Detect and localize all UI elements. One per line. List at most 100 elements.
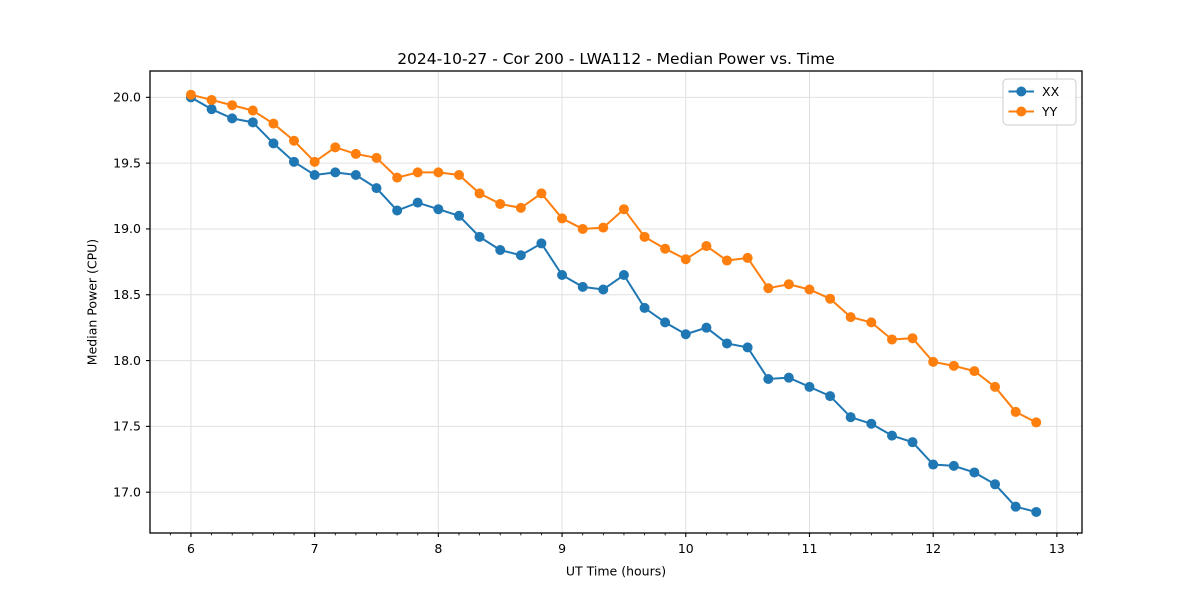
data-point-xx [969, 467, 980, 478]
data-point-yy [1031, 417, 1042, 428]
data-point-yy [309, 156, 320, 167]
data-point-xx [433, 204, 444, 215]
y-tick-label: 18.5 [113, 287, 141, 302]
legend-marker-yy [1016, 106, 1027, 117]
data-point-xx [412, 197, 423, 208]
x-tick-label: 6 [187, 541, 195, 556]
legend-label-yy: YY [1041, 104, 1058, 119]
tick-labels: 6 7 8 9 10 11 12 13 17.0 17.5 18.0 18.5 19.0 19.5 20.0 [113, 90, 1065, 556]
data-point-yy [577, 223, 588, 234]
x-tick-label: 11 [802, 541, 818, 556]
data-point-yy [721, 255, 732, 266]
data-point-yy [886, 334, 897, 345]
data-point-xx [618, 270, 629, 281]
data-point-yy [536, 188, 547, 199]
data-point-xx [866, 418, 877, 429]
data-point-yy [969, 366, 980, 377]
data-point-yy [206, 94, 217, 105]
legend: XX YY [1002, 78, 1077, 126]
data-point-yy [412, 167, 423, 178]
data-point-yy [907, 333, 918, 344]
series-xx [185, 92, 1042, 517]
y-tick-label: 19.0 [113, 221, 141, 236]
x-tick-label: 7 [311, 541, 319, 556]
data-point-xx [701, 322, 712, 333]
x-tick-label: 8 [434, 541, 442, 556]
legend-label-xx: XX [1042, 84, 1060, 99]
data-point-yy [371, 152, 382, 163]
data-point-xx [309, 169, 320, 180]
data-point-xx [948, 460, 959, 471]
data-point-yy [247, 105, 258, 116]
data-point-xx [598, 284, 609, 295]
data-point-xx [639, 302, 650, 313]
data-point-yy [804, 284, 815, 295]
data-point-yy [454, 169, 465, 180]
data-point-yy [948, 360, 959, 371]
data-point-xx [474, 231, 485, 242]
data-point-xx [392, 205, 403, 216]
data-point-yy [557, 213, 568, 224]
data-point-yy [350, 148, 361, 159]
data-point-yy [928, 356, 939, 367]
data-point-yy [742, 252, 753, 263]
data-point-xx [247, 117, 258, 128]
data-point-yy [701, 241, 712, 252]
y-tick-label: 17.0 [113, 484, 141, 499]
data-point-xx [288, 156, 299, 167]
data-point-xx [742, 342, 753, 353]
y-tick-label: 20.0 [113, 90, 141, 105]
data-point-yy [990, 381, 1001, 392]
data-point-yy [618, 204, 629, 215]
data-point-xx [536, 238, 547, 249]
data-point-xx [825, 391, 836, 402]
series-line-yy [190, 93, 1037, 424]
data-point-xx [206, 104, 217, 115]
data-point-xx [804, 381, 815, 392]
y-axis-label: Median Power (CPU) [84, 238, 100, 366]
data-point-xx [721, 338, 732, 349]
data-point-xx [350, 169, 361, 180]
chart-title: 2024-10-27 - Cor 200 - LWA112 - Median P… [397, 50, 835, 68]
data-point-xx [990, 479, 1001, 490]
data-point-yy [783, 279, 794, 290]
data-point-yy [392, 172, 403, 183]
x-tick-label: 9 [558, 541, 566, 556]
data-point-yy [185, 89, 196, 100]
data-point-xx [330, 167, 341, 178]
x-tick-label: 13 [1049, 541, 1065, 556]
data-point-yy [639, 231, 650, 242]
data-point-yy [474, 188, 485, 199]
data-point-xx [557, 270, 568, 281]
data-point-xx [783, 372, 794, 383]
data-point-yy [515, 202, 526, 213]
data-point-xx [928, 459, 939, 470]
x-tick-label: 12 [925, 541, 941, 556]
legend-marker-xx [1016, 86, 1027, 97]
data-point-xx [227, 113, 238, 124]
y-tick-label: 17.5 [113, 419, 141, 434]
data-point-xx [371, 183, 382, 194]
y-tick-label: 18.0 [113, 353, 141, 368]
axis-major-ticks [146, 96, 1058, 537]
data-point-xx [515, 250, 526, 261]
data-point-xx [495, 245, 506, 256]
data-point-yy [1010, 406, 1021, 417]
data-point-xx [763, 374, 774, 384]
data-point-yy [433, 167, 444, 178]
data-point-yy [825, 293, 836, 304]
plot-border [149, 70, 1083, 534]
y-tick-label: 19.5 [113, 155, 141, 170]
data-point-yy [268, 118, 279, 129]
data-point-xx [577, 281, 588, 292]
data-point-yy [763, 283, 774, 294]
data-point-yy [598, 222, 609, 233]
grid-lines [150, 71, 1082, 533]
data-point-yy [495, 198, 506, 209]
x-axis-minor-ticks [169, 533, 1078, 536]
data-point-yy [227, 100, 238, 111]
data-point-xx [268, 138, 279, 149]
data-point-xx [454, 210, 465, 221]
data-point-xx [1010, 501, 1021, 512]
